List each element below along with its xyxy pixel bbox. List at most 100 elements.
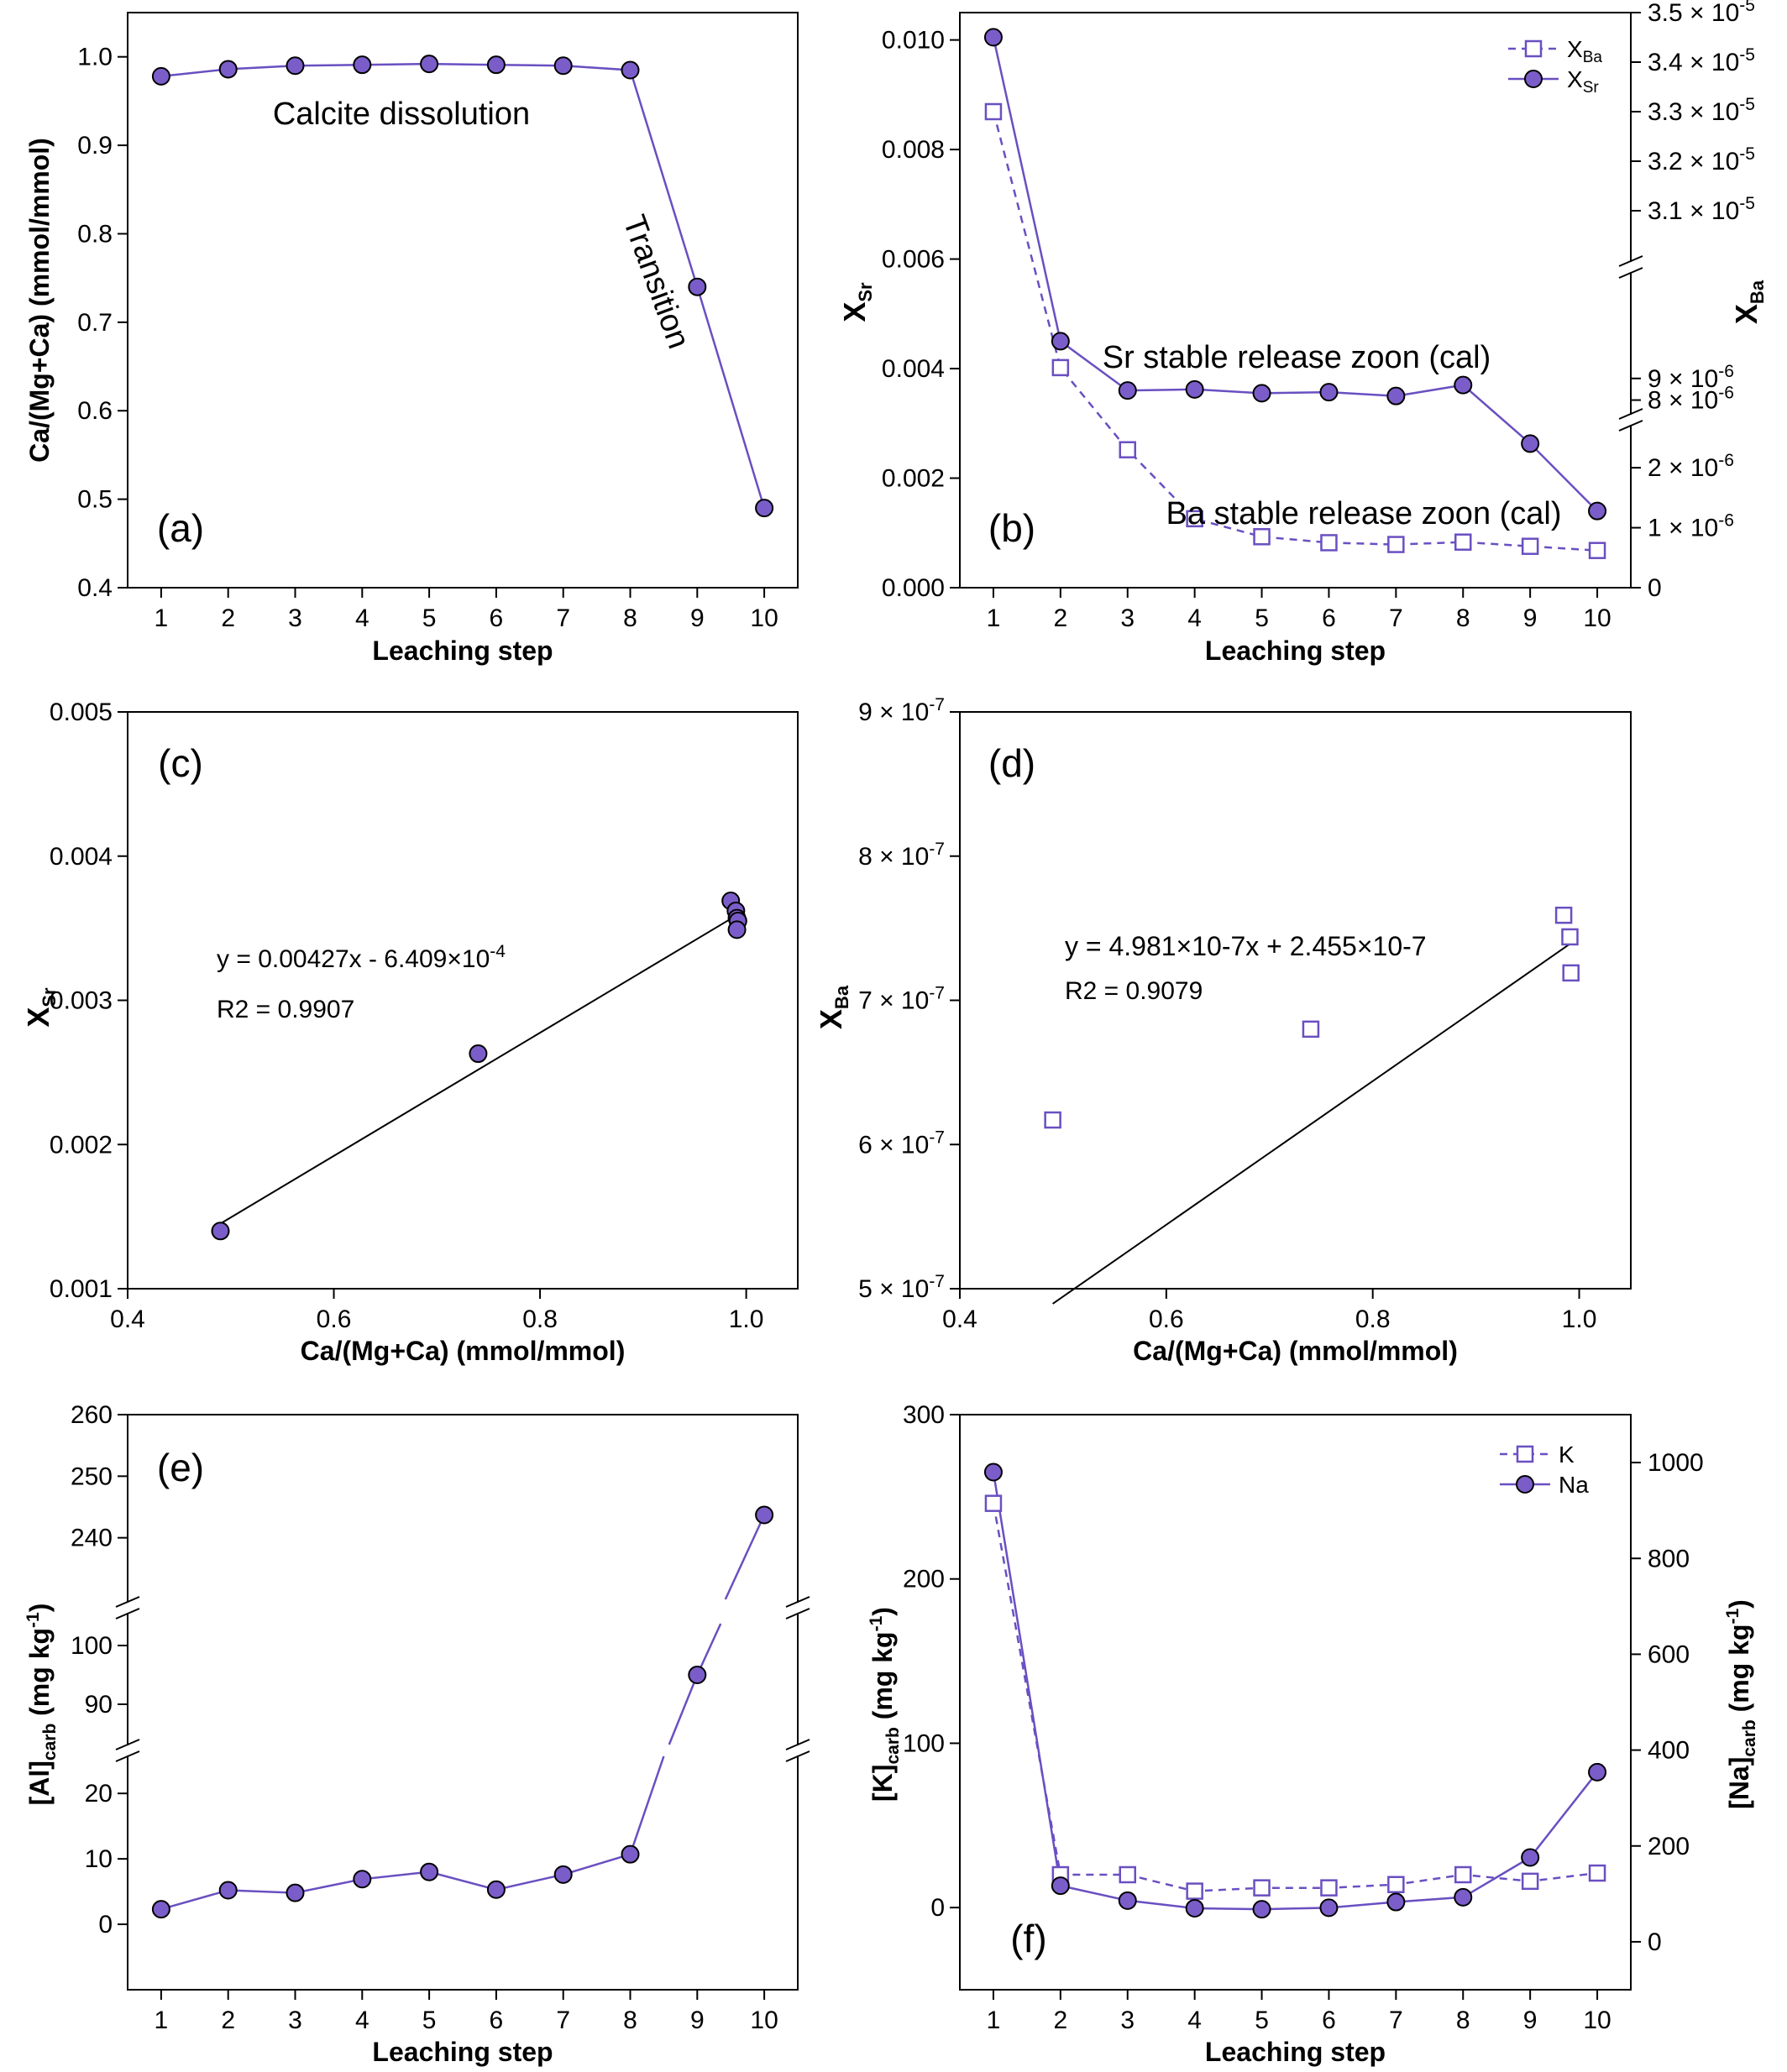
y-tick-label: 5 × 10-7: [858, 1272, 945, 1303]
y-tick-label: 0.8: [77, 220, 113, 248]
x-tick-label: 3: [288, 604, 302, 632]
data-point-na: [1319, 1898, 1339, 1918]
x-axis-title: Ca/(Mg+Ca) (mmol/mmol): [1133, 1336, 1458, 1366]
x-tick-label: 5: [422, 2007, 437, 2034]
fit-equation: y = 4.981×10-7x + 2.455×10-7: [1065, 931, 1427, 961]
y-tick-label: 250: [71, 1462, 113, 1490]
x-tick-label: 7: [556, 604, 570, 632]
x-tick-label: 6: [490, 2007, 504, 2034]
data-point: [727, 920, 747, 939]
y-right-tick-label: 3.4 × 10-5: [1648, 45, 1755, 76]
data-point-xsr: [1051, 332, 1070, 351]
data-point: [353, 55, 372, 75]
data-point: [486, 1880, 506, 1899]
x-tick-label: 0.4: [110, 1305, 145, 1333]
data-point: [621, 60, 640, 80]
x-tick-label: 0.4: [942, 1305, 977, 1333]
y-tick-label: 0.6: [77, 397, 113, 425]
panel-label: (a): [157, 506, 204, 550]
x-tick-label: 10: [1583, 2007, 1611, 2034]
series-line-k: [992, 1503, 1598, 1892]
axis-break-mark: [115, 1739, 140, 1750]
panel-label: (e): [157, 1446, 204, 1489]
y-tick-label: 0.9: [77, 132, 113, 160]
data-point-k: [1320, 1879, 1338, 1897]
series-line: [160, 1853, 631, 1911]
annotation-calcite-dissolution: Calcite dissolution: [273, 97, 530, 132]
x-tick-label: 9: [1523, 2007, 1538, 2034]
y-tick-label: 0.004: [882, 355, 945, 383]
y-tick-label: 0.5: [77, 486, 113, 514]
y-tick-label: 300: [903, 1401, 945, 1429]
series-line-xba: [992, 111, 1598, 552]
data-point-xba: [1521, 537, 1539, 555]
axis-break-mark: [1618, 267, 1643, 279]
axis-break-mark: [115, 1750, 140, 1762]
fit-line: [1052, 942, 1572, 1305]
data-point: [218, 60, 238, 79]
y-tick-label: 0: [930, 1894, 945, 1922]
x-tick-label: 1: [987, 604, 1001, 632]
y-tick-label: 200: [903, 1566, 945, 1593]
legend-marker: [1516, 1445, 1534, 1463]
series-line-na: [992, 1472, 1598, 1911]
y-axis-title: [Al]carb (mg kg-1): [24, 1604, 60, 1806]
axis-break-mark: [785, 1596, 810, 1608]
y-tick-label: 0.006: [882, 246, 945, 274]
axis-break-gap: [786, 1745, 810, 1755]
plot-frame: [959, 1414, 1632, 1991]
data-point-na: [1386, 1892, 1406, 1912]
panel-label: (c): [158, 741, 203, 785]
panel-f: 1 2 3 4 5 6 7 8 9 10010020030002004006008001000KN…: [867, 1401, 1759, 2067]
y-tick-label: 0.003: [50, 987, 113, 1015]
data-point: [420, 55, 439, 74]
y-right-tick-label: 800: [1648, 1545, 1690, 1572]
data-point-xba: [1119, 441, 1136, 458]
data-point: [1561, 928, 1579, 946]
data-point-xsr: [1252, 384, 1271, 403]
series-line-xsr: [992, 37, 1598, 512]
x-tick-label: 2: [221, 604, 235, 632]
x-tick-label: 6: [490, 604, 504, 632]
x-tick-label: 4: [1187, 604, 1202, 632]
y-tick-label: 260: [71, 1401, 113, 1429]
data-point: [553, 1865, 573, 1884]
y-right-axis-title: XBa: [1729, 280, 1768, 324]
data-point-xba: [1186, 510, 1203, 528]
data-point: [1044, 1111, 1061, 1129]
data-point-xsr: [1588, 501, 1607, 521]
x-tick-label: 8: [1456, 604, 1470, 632]
axis-break-mark: [1618, 420, 1643, 432]
y-right-tick-label: 3.1 × 10-5: [1648, 194, 1755, 225]
x-tick-label: 3: [288, 2007, 302, 2034]
x-tick-label: 7: [556, 2007, 570, 2034]
fit-line: [219, 913, 739, 1225]
x-tick-label: 5: [1255, 2007, 1269, 2034]
data-point-k: [1454, 1865, 1472, 1884]
y-tick-label: 0.4: [77, 574, 113, 602]
y-right-tick-label: 3.3 × 10-5: [1648, 95, 1755, 126]
panel-a: 1 2 3 4 5 6 7 8 9 10 0.4 0.5 0.6 0.7 0.8 0.9 1.0 Calcite …: [24, 12, 799, 666]
axis-break-gap: [1619, 415, 1643, 425]
data-point: [211, 1222, 230, 1241]
panel-e: 1 2 3 4 5 6 7 8 9 100102090100240250260(e)Leachin…: [24, 1401, 810, 2067]
data-point-k: [1186, 1882, 1203, 1900]
fit-r2: R2 = 0.9079: [1065, 977, 1203, 1005]
data-point: [286, 1883, 305, 1902]
data-point-xsr: [983, 28, 1003, 47]
y-tick-label: 0: [98, 1911, 113, 1939]
x-tick-label: 1: [155, 2007, 169, 2034]
series-line: [696, 1623, 722, 1676]
data-point-xba: [1387, 536, 1405, 553]
x-tick-label: 2: [221, 2007, 235, 2034]
axis-break-mark: [785, 1739, 810, 1750]
y-tick-label: 0.004: [50, 843, 113, 871]
data-point-xba: [1320, 534, 1338, 552]
data-point-na: [1588, 1762, 1607, 1782]
data-point: [688, 1666, 707, 1684]
axis-break-gap: [1619, 262, 1643, 272]
x-tick-label: 6: [1322, 604, 1336, 632]
data-point: [755, 1505, 774, 1525]
y-tick-label: 6 × 10-7: [858, 1128, 945, 1159]
y-axis-title: XSr: [21, 987, 60, 1028]
